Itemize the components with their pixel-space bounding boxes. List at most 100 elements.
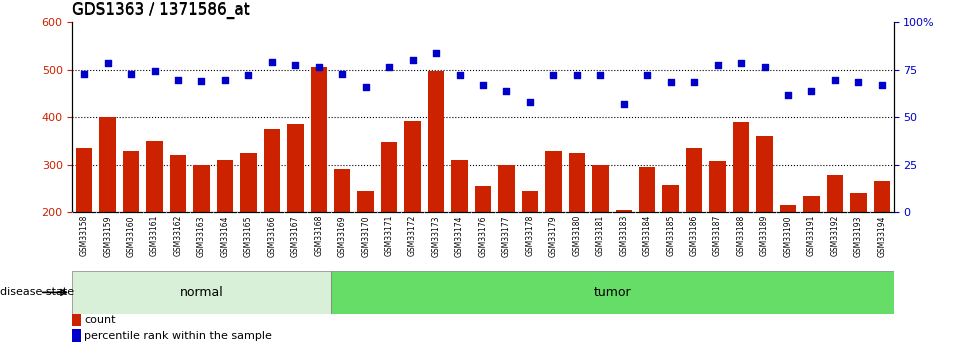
Text: GSM33190: GSM33190 — [783, 215, 792, 257]
Point — [288, 62, 303, 68]
Bar — [334, 169, 351, 307]
Point — [781, 92, 796, 97]
Bar — [733, 122, 750, 307]
Bar — [216, 160, 233, 307]
Bar — [264, 129, 280, 307]
Text: GSM33172: GSM33172 — [408, 215, 417, 256]
Text: GSM33189: GSM33189 — [760, 215, 769, 256]
Text: GDS1363 / 1371586_at: GDS1363 / 1371586_at — [72, 2, 250, 18]
Point — [311, 65, 327, 70]
Text: GSM33193: GSM33193 — [854, 215, 863, 257]
Bar — [498, 165, 515, 307]
Bar — [522, 191, 538, 307]
Bar — [72, 314, 80, 326]
Text: GSM33180: GSM33180 — [572, 215, 582, 256]
Text: GSM33181: GSM33181 — [596, 215, 605, 256]
Text: GSM33174: GSM33174 — [455, 215, 464, 257]
Bar — [381, 142, 397, 307]
Text: tumor: tumor — [593, 286, 631, 299]
Text: GSM33170: GSM33170 — [361, 215, 370, 257]
Bar — [357, 191, 374, 307]
Bar — [639, 167, 656, 307]
Text: GSM33186: GSM33186 — [690, 215, 698, 256]
Bar — [780, 205, 796, 307]
Point — [194, 78, 210, 84]
Point — [475, 82, 491, 88]
Bar — [686, 148, 702, 307]
Point — [334, 71, 350, 76]
Point — [124, 71, 139, 76]
Text: GSM33159: GSM33159 — [103, 215, 112, 257]
Point — [452, 72, 468, 77]
Text: GSM33185: GSM33185 — [667, 215, 675, 256]
Point — [663, 79, 678, 85]
Text: GSM33167: GSM33167 — [291, 215, 299, 257]
Text: GSM33187: GSM33187 — [713, 215, 723, 256]
Text: count: count — [84, 315, 116, 325]
Point — [874, 82, 890, 88]
Point — [616, 101, 632, 107]
Text: GSM33176: GSM33176 — [478, 215, 488, 257]
Text: GSM33188: GSM33188 — [736, 215, 746, 256]
Bar — [475, 186, 491, 307]
Point — [687, 79, 702, 85]
Text: GSM33165: GSM33165 — [243, 215, 253, 257]
Bar — [99, 117, 116, 307]
Bar — [72, 271, 330, 314]
Text: GSM33168: GSM33168 — [314, 215, 324, 256]
Point — [710, 62, 725, 68]
Text: GSM33158: GSM33158 — [79, 215, 89, 256]
Point — [851, 79, 867, 85]
Text: GSM33178: GSM33178 — [526, 215, 534, 256]
Text: percentile rank within the sample: percentile rank within the sample — [84, 331, 271, 341]
Bar — [170, 155, 186, 307]
Point — [733, 60, 749, 66]
Bar — [193, 165, 210, 307]
Point — [264, 59, 279, 65]
Text: GSM33192: GSM33192 — [831, 215, 839, 256]
Point — [170, 78, 185, 83]
Bar — [756, 136, 773, 307]
Bar — [592, 165, 609, 307]
Bar — [451, 160, 468, 307]
Text: GSM33183: GSM33183 — [619, 215, 628, 256]
Text: GSM33162: GSM33162 — [174, 215, 183, 256]
Bar — [663, 185, 679, 307]
Text: GSM33164: GSM33164 — [220, 215, 230, 257]
Text: GSM33163: GSM33163 — [197, 215, 206, 257]
Point — [756, 65, 772, 70]
Text: GSM33173: GSM33173 — [432, 215, 440, 257]
Text: GSM33171: GSM33171 — [384, 215, 394, 256]
Text: GSM33191: GSM33191 — [807, 215, 816, 256]
Point — [428, 50, 443, 56]
Bar — [76, 148, 93, 307]
Point — [147, 69, 162, 74]
Point — [382, 65, 397, 70]
Bar — [330, 271, 894, 314]
Bar — [287, 125, 303, 307]
Bar — [709, 161, 725, 307]
Point — [498, 88, 514, 94]
Bar — [615, 210, 632, 307]
Point — [241, 72, 256, 77]
Bar — [804, 196, 820, 307]
Point — [523, 99, 538, 105]
Bar — [873, 181, 890, 307]
Point — [639, 72, 655, 77]
Bar — [827, 175, 843, 307]
Bar — [147, 141, 163, 307]
Text: GSM33160: GSM33160 — [127, 215, 135, 257]
Text: normal: normal — [180, 286, 223, 299]
Text: GSM33194: GSM33194 — [877, 215, 887, 257]
Point — [76, 71, 92, 76]
Bar — [569, 153, 585, 307]
Point — [99, 60, 115, 66]
Point — [804, 88, 819, 94]
Text: disease state: disease state — [0, 287, 74, 297]
Bar — [241, 153, 257, 307]
Text: GSM33161: GSM33161 — [150, 215, 159, 256]
Point — [546, 72, 561, 77]
Bar — [311, 68, 327, 307]
Bar — [405, 121, 421, 307]
Point — [217, 78, 233, 83]
